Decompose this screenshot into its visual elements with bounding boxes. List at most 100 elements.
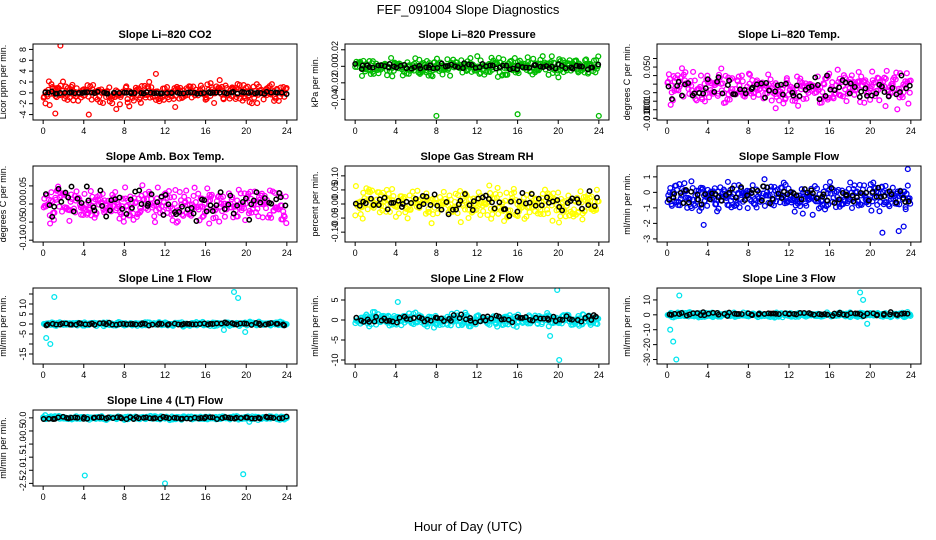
data-point [562,65,569,72]
chart-panel: Slope Line 4 (LT) Flow ml/min per min. 0 4 8… [0,395,298,502]
data-point [386,317,393,324]
data-point [528,191,535,197]
data-point [903,70,910,77]
data-point [888,191,895,198]
data-point [585,313,592,319]
data-point [726,96,733,103]
data-point [665,83,672,90]
data-point [793,192,800,199]
data-point [885,93,892,100]
data-point [698,204,705,211]
data-point [726,189,733,196]
data-point [203,205,210,212]
data-point [197,203,204,210]
data-point [744,205,751,212]
data-point [116,101,123,108]
data-point [227,192,234,199]
chart-panel: Slope Li–820 CO2 Licor ppm per min. 0 4 8 12 1… [0,29,298,136]
data-point [138,90,145,96]
data-point [283,220,290,227]
data-point [57,44,64,49]
data-point [864,310,871,317]
data-point [242,328,249,336]
data-points [664,289,914,363]
y-tick-label: 2 [18,79,28,84]
data-point [171,193,178,200]
data-point [156,320,163,327]
data-point [783,75,790,82]
data-point [283,413,290,420]
data-point [503,189,510,196]
data-point [267,414,274,421]
data-point [474,53,481,60]
data-point [282,193,289,200]
data-point [425,72,432,79]
data-point [905,198,912,205]
data-point [763,80,770,86]
data-point [509,319,516,326]
data-point [257,321,264,328]
data-point [804,189,811,196]
data-point [840,311,847,318]
data-point [96,414,103,421]
data-point [434,202,441,209]
data-point [578,199,585,206]
data-point [283,84,290,92]
data-point [796,93,803,100]
data-point [550,313,557,320]
data-point [821,81,828,88]
data-point [753,204,760,211]
data-point [160,413,167,420]
data-point [878,193,885,200]
x-tick-label: 4 [81,492,86,502]
data-point [897,89,903,96]
y-axis-label: degrees C per min. [0,166,8,243]
y-tick-label: 0.00 [18,195,28,213]
data-point [834,66,841,73]
data-point [557,213,564,220]
data-point [447,72,454,79]
data-point [237,415,244,422]
x-tick-label: 20 [865,370,875,380]
data-point [517,314,524,321]
data-point [501,217,508,225]
data-point [812,74,819,81]
data-point [732,194,739,201]
x-tick-label: 4 [393,248,398,258]
data-point [724,82,731,89]
y-tick-label: 5 [18,311,28,316]
data-point [595,112,602,119]
data-point [163,84,171,91]
data-point [388,54,395,62]
data-point [793,82,800,89]
data-point [74,195,81,202]
data-point [688,188,695,195]
data-point [555,74,562,81]
data-point [709,190,715,197]
y-tick-label: 0.10 [330,167,340,185]
panel-title: Slope Line 3 Flow [743,273,836,285]
data-point [103,213,110,220]
data-point [893,199,900,206]
data-point [902,206,909,213]
x-tick-label: 12 [784,370,794,380]
data-point [214,416,220,423]
data-point [262,321,269,328]
data-point [201,89,207,96]
data-point [248,201,255,208]
x-tick-label: 24 [906,370,916,380]
data-point [519,314,526,321]
data-point [101,197,108,204]
data-point [511,55,518,62]
data-points [352,182,602,227]
data-point [243,320,250,327]
data-point [265,320,272,327]
data-point [196,217,203,224]
data-point [91,321,98,328]
data-point [408,200,415,206]
data-point [431,191,438,198]
data-point [81,472,88,479]
data-point [700,309,707,316]
data-point [375,202,382,208]
